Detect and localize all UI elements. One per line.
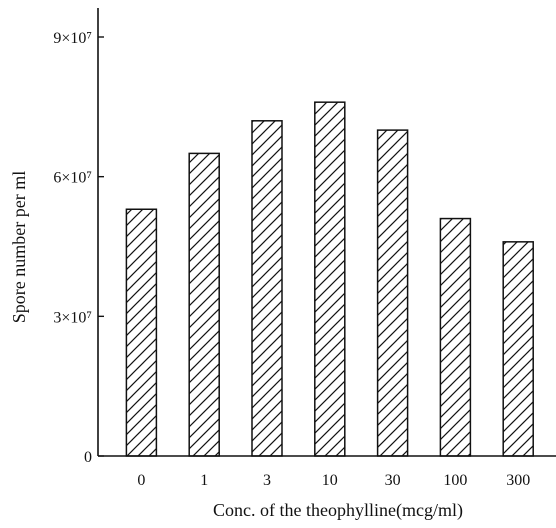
x-axis: 0 1 3 10 30 100 300: [98, 455, 556, 489]
x-tick-label: 3: [263, 472, 271, 489]
bar: [125, 208, 158, 457]
y-axis-title: Spore number per ml: [9, 171, 29, 323]
x-tick-label: 100: [443, 472, 467, 489]
y-axis: 0 3×10⁷ 6×10⁷ 9×10⁷: [53, 8, 104, 466]
bar: [502, 241, 534, 457]
bar: [251, 120, 283, 457]
y-tick-label: 6×10⁷: [53, 170, 92, 187]
y-tick-label: 0: [84, 449, 92, 466]
bar: [188, 152, 220, 457]
bar: [314, 101, 346, 457]
x-tick-label: 1: [200, 472, 208, 489]
x-tick-label: 30: [385, 472, 401, 489]
x-tick-label: 0: [137, 472, 145, 489]
bar: [439, 217, 472, 457]
y-tick-label: 3×10⁷: [53, 309, 92, 326]
y-tick-label: 9×10⁷: [53, 30, 92, 47]
bars-group: [125, 101, 534, 457]
x-tick-label: 10: [322, 472, 338, 489]
bar: [376, 129, 409, 457]
x-axis-title: Conc. of the theophylline(mcg/ml): [213, 500, 463, 521]
x-tick-label: 300: [506, 472, 530, 489]
